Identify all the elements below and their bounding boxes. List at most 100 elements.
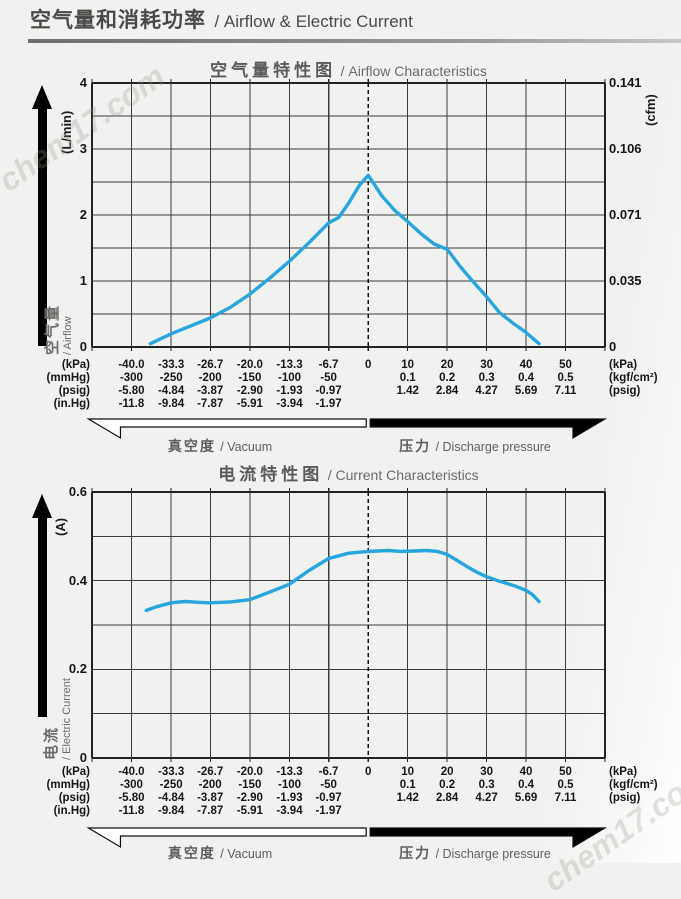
x-tick-label: -33.3 bbox=[158, 359, 185, 371]
x-tick-label: 40 bbox=[519, 766, 533, 778]
x-tick-label: 0 bbox=[365, 359, 372, 371]
x-tick-label: 4.27 bbox=[475, 385, 498, 397]
x-tick-label: -11.8 bbox=[118, 805, 145, 817]
pressure-axis-label: 压力 / Discharge pressure bbox=[399, 845, 551, 861]
x-tick-label: -40.0 bbox=[118, 766, 145, 778]
y-tick-label: 2 bbox=[79, 207, 87, 222]
x-tick-label: -50 bbox=[320, 372, 337, 384]
x-tick-label: -26.7 bbox=[197, 359, 224, 371]
x-tick-label: -5.91 bbox=[236, 398, 263, 410]
x-tick-label: 0.1 bbox=[399, 779, 416, 791]
y-tick-label: 4 bbox=[79, 75, 87, 90]
x-axis-unit-right: (kPa) bbox=[609, 359, 638, 371]
x-tick-label: -20.0 bbox=[236, 359, 263, 371]
x-tick-label: 0.2 bbox=[439, 779, 456, 791]
y-tick-label: 0.035 bbox=[609, 273, 642, 288]
data-curve bbox=[148, 173, 541, 346]
x-tick-label: -6.7 bbox=[318, 359, 339, 371]
x-tick-label: 40 bbox=[519, 359, 533, 371]
x-axis-unit-left: (mmHg) bbox=[46, 779, 90, 791]
x-tick-label: -300 bbox=[119, 779, 143, 791]
x-tick-label: -1.97 bbox=[315, 398, 342, 410]
current-title-zh: 电流特性图 bbox=[218, 465, 324, 484]
x-tick-label: -250 bbox=[159, 372, 183, 384]
x-tick-label: -13.3 bbox=[276, 766, 303, 778]
current-title-en: / Current Characteristics bbox=[327, 467, 479, 483]
x-axis-unit-right: (psig) bbox=[609, 385, 641, 397]
current-chart-title: 电流特性图 / Current Characteristics bbox=[92, 460, 605, 485]
x-tick-label: 20 bbox=[440, 766, 454, 778]
y-tick-label: 0.6 bbox=[68, 484, 87, 499]
airflow-title-en: / Airflow Characteristics bbox=[340, 63, 487, 79]
title-rule bbox=[28, 39, 681, 43]
x-tick-label: -11.8 bbox=[118, 398, 145, 410]
y-tick-label: 1 bbox=[79, 273, 87, 288]
x-axis-unit-left: (mmHg) bbox=[46, 372, 90, 384]
x-tick-label: 10 bbox=[401, 359, 415, 371]
x-tick-label: 0.3 bbox=[478, 779, 495, 791]
x-tick-label: 0 bbox=[365, 766, 372, 778]
airflow-y-axis-arrow-icon bbox=[32, 85, 52, 109]
vacuum-axis-label: 真空度 / Vacuum bbox=[167, 845, 273, 861]
x-tick-label: -13.3 bbox=[276, 359, 303, 371]
x-tick-label: 0.4 bbox=[518, 779, 535, 791]
x-tick-label: -33.3 bbox=[158, 766, 185, 778]
x-tick-label: -7.87 bbox=[197, 805, 224, 817]
x-tick-label: -0.97 bbox=[315, 792, 342, 804]
y-tick-label: 0 bbox=[79, 750, 87, 765]
x-tick-label: 1.42 bbox=[396, 792, 419, 804]
x-tick-label: 0.5 bbox=[557, 372, 574, 384]
x-axis-unit-left: (in.Hg) bbox=[53, 805, 90, 817]
x-tick-label: -100 bbox=[277, 372, 302, 384]
x-axis-unit-left: (kPa) bbox=[61, 359, 90, 371]
y-tick-label: 0.2 bbox=[68, 661, 87, 677]
current-y-axis-arrow-shaft bbox=[37, 517, 47, 717]
x-axis-unit-left: (psig) bbox=[58, 385, 90, 397]
x-tick-label: -6.7 bbox=[318, 766, 339, 778]
x-tick-label: -5.80 bbox=[118, 792, 145, 804]
x-tick-label: -200 bbox=[198, 779, 222, 791]
x-tick-label: 30 bbox=[480, 766, 493, 778]
pressure-axis-label: 压力 / Discharge pressure bbox=[399, 438, 551, 454]
x-axis-unit-left: (kPa) bbox=[61, 766, 90, 778]
pressure-arrow-icon bbox=[369, 418, 608, 440]
x-tick-label: 10 bbox=[401, 766, 415, 778]
x-tick-label: 5.69 bbox=[514, 385, 538, 397]
page: chem17.com chem17.com 空气量和消耗功率 / Airflow… bbox=[0, 9, 681, 898]
x-tick-label: -9.84 bbox=[158, 805, 185, 817]
x-tick-label: -5.80 bbox=[118, 385, 145, 397]
airflow-title-zh: 空气量特性图 bbox=[210, 61, 337, 80]
current-direction-arrows bbox=[86, 827, 608, 849]
x-tick-label: 30 bbox=[480, 359, 493, 371]
y-tick-label: 0.071 bbox=[609, 207, 642, 222]
x-tick-label: 4.27 bbox=[475, 792, 498, 804]
page-title-zh: 空气量和消耗功率 bbox=[30, 9, 206, 32]
current-plot bbox=[91, 488, 606, 762]
y-tick-label: 0.4 bbox=[68, 572, 87, 588]
y-tick-label: 3 bbox=[79, 141, 87, 156]
x-tick-label: 0.3 bbox=[478, 372, 495, 384]
x-tick-label: -0.97 bbox=[315, 385, 342, 397]
x-tick-label: -4.84 bbox=[158, 385, 185, 397]
x-tick-label: -300 bbox=[119, 372, 143, 384]
y-tick-label: 0 bbox=[79, 339, 87, 354]
x-tick-label: -5.91 bbox=[236, 805, 263, 817]
x-tick-label: -250 bbox=[159, 779, 183, 791]
airflow-y-axis-arrow-shaft bbox=[37, 108, 47, 346]
x-tick-label: -2.90 bbox=[236, 385, 263, 397]
x-tick-label: 5.69 bbox=[514, 792, 538, 804]
x-tick-label: -26.7 bbox=[197, 766, 224, 778]
x-tick-label: 0.4 bbox=[518, 372, 535, 384]
page-title-en: / Airflow & Electric Current bbox=[214, 12, 413, 31]
x-axis-unit-right: (kgf/cm²) bbox=[609, 372, 658, 384]
current-y-axis-arrow-icon bbox=[32, 494, 52, 518]
x-tick-label: 0.2 bbox=[439, 372, 456, 384]
x-tick-label: -4.84 bbox=[158, 792, 185, 804]
y-tick-label: 0.141 bbox=[609, 75, 642, 90]
vacuum-arrow-icon bbox=[86, 827, 367, 849]
x-tick-label: 20 bbox=[440, 359, 454, 371]
data-curve bbox=[144, 548, 541, 613]
x-tick-label: -1.97 bbox=[315, 805, 342, 817]
airflow-y-unit-right: (cfm) bbox=[643, 94, 658, 126]
x-tick-label: -40.0 bbox=[118, 359, 145, 371]
